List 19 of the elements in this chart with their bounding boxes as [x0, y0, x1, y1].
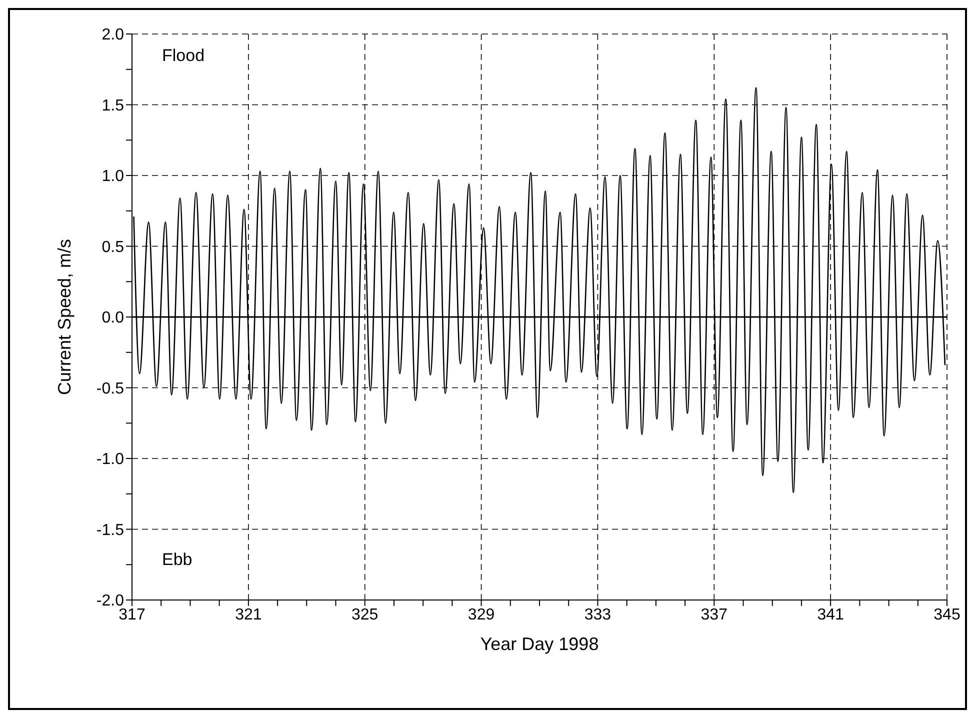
y-tick-label: 0.5 — [102, 238, 124, 256]
y-tick-label: -0.5 — [96, 380, 124, 398]
x-tick-label: 337 — [700, 606, 728, 624]
x-tick-label: 341 — [817, 606, 844, 624]
x-tick-label: 329 — [468, 606, 495, 624]
y-tick-label: 2.0 — [102, 26, 124, 44]
y-tick-label: 0.0 — [102, 310, 124, 327]
x-tick-label: 325 — [352, 606, 378, 624]
y-tick-label: 1.0 — [102, 168, 124, 186]
y-axis-title: Current Speed, m/s — [54, 238, 74, 396]
x-axis-title: Year Day 1998 — [480, 634, 599, 654]
x-tick-label: 321 — [235, 606, 262, 624]
x-tick-label: 333 — [584, 606, 612, 624]
annotation: Ebb — [162, 550, 192, 570]
y-tick-label: -1.5 — [96, 522, 124, 539]
x-tick-label: 345 — [934, 606, 960, 624]
y-tick-label: 1.5 — [102, 97, 124, 114]
annotation: Flood — [162, 46, 205, 66]
y-tick-label: -1.0 — [96, 451, 124, 468]
